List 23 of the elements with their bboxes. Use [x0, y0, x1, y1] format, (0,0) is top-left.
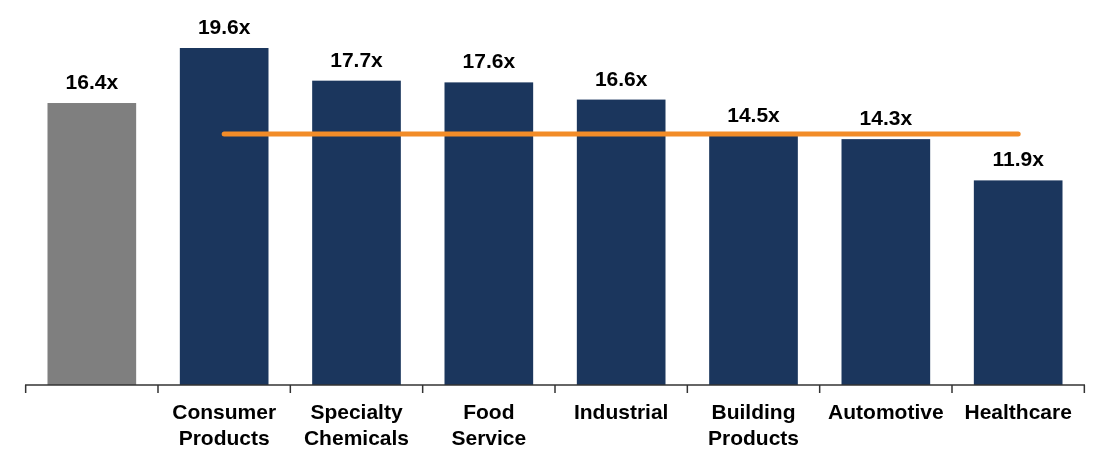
data-label: 16.4x [65, 70, 119, 94]
x-tick-label: Building Products [707, 400, 800, 449]
bar [576, 99, 666, 385]
data-label: 19.6x [197, 15, 251, 38]
data-label: 16.6x [594, 66, 648, 90]
x-tick-label: Food Service [451, 400, 527, 449]
data-label: 14.5x [727, 102, 781, 126]
x-tick-label: Consumer Products [172, 400, 277, 449]
x-tick-label: Healthcare [964, 400, 1072, 423]
bar [709, 135, 798, 385]
bar [179, 48, 269, 385]
x-tick-label: Specialty Chemicals [303, 400, 410, 449]
bar [841, 139, 931, 385]
bar [973, 180, 1063, 385]
x-tick-label: Automotive [828, 400, 944, 423]
data-label: 17.6x [462, 49, 516, 73]
x-tick-label: Industrial [573, 400, 669, 423]
bar [47, 103, 137, 385]
data-label: 14.3x [859, 106, 913, 130]
bar [444, 82, 534, 385]
bar [312, 80, 401, 385]
data-label: 17.7x [330, 47, 384, 71]
data-label: 11.9x [992, 147, 1045, 171]
